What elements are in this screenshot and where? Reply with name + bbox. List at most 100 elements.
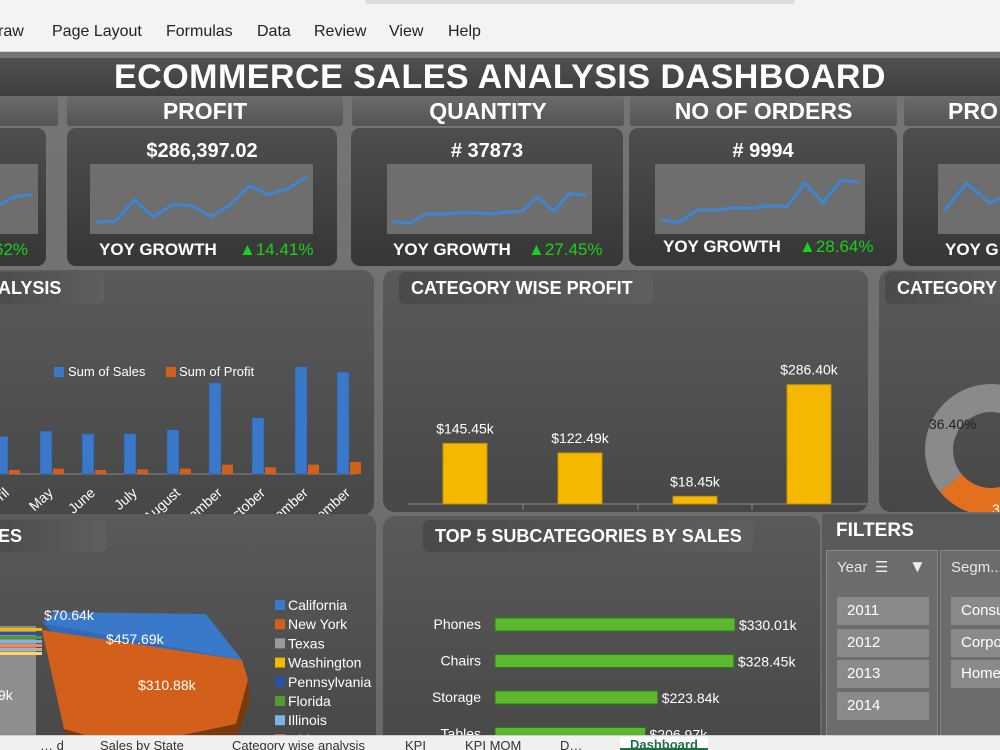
sparkline (387, 164, 592, 234)
search-box[interactable] (365, 0, 795, 4)
legend-swatch (275, 696, 285, 706)
kpi-header-profit-margin: PRO (904, 96, 1000, 126)
dashboard-title: ECOMMERCE SALES ANALYSIS DASHBOARD (0, 58, 1000, 96)
segment-slicer[interactable]: Segm... Consu Corpo Home (940, 550, 1000, 735)
legend-label: Ohio (288, 731, 318, 735)
pie-slice-small (0, 640, 42, 643)
legend-label: Florida (288, 693, 331, 709)
kpi-card-profit: $286,397.02 YOY GROWTH ▲14.41% (67, 128, 337, 266)
bar-profit (265, 467, 276, 474)
menu-help[interactable]: Help (448, 23, 481, 40)
bar-profit (53, 468, 64, 474)
bar-sales (208, 382, 222, 475)
bar-sales (0, 436, 9, 475)
sheet-tab[interactable]: KPI (405, 738, 426, 750)
bar (557, 452, 603, 505)
menu-review[interactable]: Review (314, 23, 367, 40)
bar-sales (39, 430, 53, 475)
kpi-card-quantity: # 37873 YOY GROWTH ▲27.45% (351, 128, 623, 266)
category-sales-panel: CATEGORY W 36.40% 3 (879, 270, 1000, 512)
bar (786, 384, 832, 505)
panel-title: ALYSIS (0, 272, 104, 304)
year-slicer[interactable]: Year ☰ ▼ 2011 2012 2013 2014 (826, 550, 938, 735)
monthly-analysis-panel: ALYSIS Sum of Sales Sum of Profit ril May Ju… (0, 270, 374, 515)
month-label: August (140, 484, 183, 515)
bar-sales (251, 417, 265, 475)
kpi-header-profit: PROFIT (67, 96, 343, 126)
filters-panel: FILTERS Year ☰ ▼ 2011 2012 2013 2014 Seg… (822, 514, 1000, 735)
menu-view[interactable]: View (389, 23, 424, 40)
clear-filter-icon[interactable]: ▼ (909, 557, 926, 576)
sheet-tab[interactable]: D… (560, 738, 583, 750)
panel-title: TOP 5 SUBCATEGORIES BY SALES (423, 520, 753, 552)
growth-percent: 28.64% (815, 237, 874, 256)
slicer-item-corporate[interactable]: Corpo (951, 629, 1000, 657)
yoy-label: YOY G (945, 240, 999, 259)
sheet-tab[interactable]: … d (40, 738, 64, 750)
legend-swatch (275, 600, 285, 610)
bar (672, 495, 718, 505)
state-sales-pie: $457.69k $310.88k $70.64k 9k California New Y… (0, 597, 371, 735)
bar-data-label: $330.01k (739, 617, 798, 633)
legend-swatch (275, 676, 285, 687)
donut-label: 3 (992, 501, 1000, 512)
bar (494, 690, 659, 705)
slicer-item-2014[interactable]: 2014 (837, 692, 929, 720)
category-sales-donut: 36.40% 3 (925, 384, 1000, 512)
ribbon: raw Page Layout Formulas Data Review Vie… (0, 0, 1000, 52)
menu-formulas[interactable]: Formulas (166, 23, 233, 40)
sheet-tab[interactable]: Sales by State (100, 738, 184, 750)
category-profit-panel: CATEGORY WISE PROFIT $145.45kTechnology$… (383, 270, 868, 512)
pie-slice-small (0, 652, 42, 655)
category-label: Storage (432, 689, 481, 705)
sparkline (0, 164, 38, 234)
bar (442, 442, 488, 505)
bar (494, 727, 647, 735)
menu-page-layout[interactable]: Page Layout (52, 23, 142, 40)
donut-slice (925, 384, 1000, 493)
pie-slice-new-york (42, 630, 248, 735)
sparkline (90, 164, 313, 234)
slicer-item-2013[interactable]: 2013 (837, 660, 929, 688)
slicer-item-home-office[interactable]: Home (951, 660, 1000, 688)
sheet-tab-bar: … d Sales by State Category wise analysi… (0, 735, 1000, 750)
legend-label: Washington (288, 655, 361, 671)
bar-sales (294, 366, 308, 475)
kpi-value: $286,397.02 (146, 140, 258, 162)
sparkline-path (942, 181, 1000, 213)
legend-swatch (275, 657, 285, 668)
panel-title: ES (0, 520, 106, 552)
legend-swatch-profit (166, 367, 176, 377)
sheet-tab-dashboard[interactable]: Dashboard (620, 737, 708, 750)
yoy-label: YOY GROWTH (99, 240, 217, 259)
month-label: June (65, 484, 98, 515)
slicer-item-2012[interactable]: 2012 (837, 629, 929, 657)
sparkline (655, 164, 865, 234)
slicer-item-consumer[interactable]: Consu (951, 597, 1000, 625)
monthly-bar-chart: Sum of Sales Sum of Profit ril May June July A… (0, 364, 361, 515)
sheet-tab[interactable]: Category wise analysis (232, 738, 365, 750)
menu-data[interactable]: Data (257, 23, 291, 40)
bar-data-label: $206.97k (650, 727, 709, 736)
menu-draw[interactable]: raw (0, 23, 24, 40)
bar-sales (81, 433, 95, 475)
legend-label: New York (288, 616, 348, 632)
pie-data-label: 9k (0, 687, 14, 703)
legend-label-sales: Sum of Sales (68, 364, 146, 379)
sparkline-path (660, 178, 860, 224)
subcategory-bar-chart: Phones $330.01k Chairs $328.45k Storage $223.… (432, 616, 798, 736)
sheet-tab[interactable]: KPI MOM (465, 738, 522, 750)
pie-slice-new-york-side (64, 680, 250, 735)
dashboard-sheet: ECOMMERCE SALES ANALYSIS DASHBOARD PROFI… (0, 52, 1000, 735)
growth-percent: 14.41% (255, 240, 314, 259)
slicer-item-2011[interactable]: 2011 (837, 597, 929, 625)
legend-label-profit: Sum of Profit (179, 364, 255, 379)
multi-select-icon[interactable]: ☰ (875, 559, 889, 576)
sparkline (938, 164, 1000, 234)
legend-swatch (275, 619, 285, 630)
bar-data-label: $328.45k (738, 654, 797, 670)
category-label: Phones (434, 616, 481, 632)
kpi-header-sales (0, 96, 58, 126)
bar (494, 654, 735, 668)
bar-profit (180, 468, 191, 474)
